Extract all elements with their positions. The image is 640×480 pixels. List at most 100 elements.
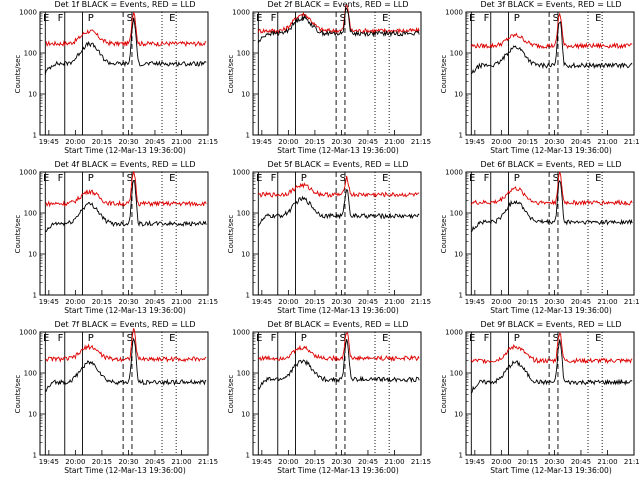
panel-plot: 1 10 100 1000 19:45 20:00 20:15 20:30 20:45 21:00… <box>232 169 431 307</box>
plot-frame <box>39 331 209 456</box>
x-tick-label: 20:00 <box>65 458 85 466</box>
y-tick-label: 100 <box>450 50 463 58</box>
detector-panel: 1 10 100 1000 19:45 20:00 20:15 20:30 20:45 21:00… <box>426 320 640 480</box>
y-tick-label: 1 <box>459 452 463 460</box>
x-tick-label: 20:15 <box>92 458 112 466</box>
events-series-line <box>470 339 633 394</box>
lld-series-line <box>257 3 420 35</box>
interval-marker: P <box>514 333 520 344</box>
y-tick-label: 1 <box>246 292 250 300</box>
y-tick-label: 1 <box>459 132 463 140</box>
x-tick-label: 20:00 <box>491 458 511 466</box>
x-tick-label: 20:30 <box>544 138 564 146</box>
interval-marker: E <box>256 13 262 24</box>
interval-marker: P <box>301 173 307 184</box>
x-axis-label: Start Time (12-Mar-13 19:36:00) <box>490 146 612 155</box>
events-series-line <box>470 20 633 75</box>
x-tick-label: 20:15 <box>518 458 538 466</box>
x-tick-label: 19:45 <box>39 138 59 146</box>
x-tick-label: 20:30 <box>118 298 138 306</box>
x-tick-label: 21:00 <box>597 458 617 466</box>
y-tick-label: 1000 <box>19 329 37 337</box>
events-series-line <box>470 180 633 233</box>
x-tick-label: 21:15 <box>198 458 218 466</box>
interval-marker: E <box>469 173 475 184</box>
y-tick-label: 1 <box>33 452 37 460</box>
interval-marker: P <box>514 173 520 184</box>
detector-panel: 1 10 100 1000 19:45 20:00 20:15 20:30 20:45 21:00… <box>213 320 431 480</box>
y-tick-label: 100 <box>450 210 463 218</box>
lld-series-line <box>45 171 207 208</box>
y-tick-label: 100 <box>24 370 37 378</box>
panel-title: Det 3f BLACK = Events, RED = LLD <box>480 0 622 9</box>
panel-title: Det 9f BLACK = Events, RED = LLD <box>480 320 622 329</box>
x-tick-label: 20:00 <box>65 298 85 306</box>
x-tick-label: 20:00 <box>278 458 298 466</box>
lld-series-line <box>45 11 207 48</box>
interval-marker: E <box>595 333 601 344</box>
x-tick-label: 20:15 <box>305 138 325 146</box>
interval-marker: E <box>382 173 388 184</box>
y-tick-label: 1000 <box>232 9 250 17</box>
y-axis-label: Counts/sec <box>227 374 235 414</box>
lld-series-line <box>45 328 207 363</box>
x-tick-label: 20:30 <box>544 458 564 466</box>
detector-panel: 1 10 100 1000 19:45 20:00 20:15 20:30 20:45 21:00… <box>426 160 640 320</box>
interval-marker: E <box>469 333 475 344</box>
x-tick-label: 20:30 <box>331 458 351 466</box>
interval-marker: F <box>58 13 64 24</box>
y-tick-label: 10 <box>28 411 37 419</box>
x-tick-label: 21:00 <box>384 138 404 146</box>
x-tick-label: 20:45 <box>571 138 591 146</box>
x-tick-label: 20:30 <box>331 298 351 306</box>
panel-plot: 1 10 100 1000 19:45 20:00 20:15 20:30 20:45 21:00… <box>232 329 431 467</box>
x-tick-label: 21:15 <box>624 458 640 466</box>
y-axis-label: Counts/sec <box>227 54 235 94</box>
y-axis-label: Counts/sec <box>14 374 22 414</box>
interval-marker: E <box>595 13 601 24</box>
x-tick-label: 20:15 <box>92 298 112 306</box>
y-tick-label: 1 <box>246 452 250 460</box>
y-tick-label: 100 <box>237 370 250 378</box>
x-tick-label: 20:45 <box>145 138 165 146</box>
x-tick-label: 20:00 <box>278 138 298 146</box>
interval-marker: P <box>301 333 307 344</box>
x-tick-label: 21:00 <box>597 298 617 306</box>
interval-marker: F <box>58 173 64 184</box>
x-tick-label: 20:15 <box>518 138 538 146</box>
interval-marker: F <box>271 13 277 24</box>
y-tick-label: 100 <box>237 50 250 58</box>
x-tick-label: 20:45 <box>358 138 378 146</box>
y-axis-label: Counts/sec <box>440 374 448 414</box>
plot-frame <box>39 11 209 136</box>
panel-plot: 1 10 100 1000 19:45 20:00 20:15 20:30 20:45 21:00… <box>445 9 640 147</box>
interval-marker: E <box>256 173 262 184</box>
x-tick-label: 20:45 <box>571 458 591 466</box>
panel-plot: 1 10 100 1000 19:45 20:00 20:15 20:30 20:45 21:00… <box>19 169 218 307</box>
panel-plot: 1 10 100 1000 19:45 20:00 20:15 20:30 20:45 21:00… <box>19 9 218 147</box>
interval-marker: S <box>340 173 346 184</box>
interval-marker: S <box>127 333 133 344</box>
panel-plot: 1 10 100 1000 19:45 20:00 20:15 20:30 20:45 21:00… <box>232 3 431 146</box>
y-tick-label: 10 <box>28 251 37 259</box>
events-series-line <box>257 188 420 227</box>
x-tick-label: 21:15 <box>411 458 431 466</box>
plot-frame <box>252 171 422 296</box>
panel-title: Det 6f BLACK = Events, RED = LLD <box>480 160 622 169</box>
x-tick-label: 21:15 <box>624 138 640 146</box>
y-tick-label: 1 <box>33 292 37 300</box>
x-tick-label: 20:30 <box>331 138 351 146</box>
y-tick-label: 1 <box>33 132 37 140</box>
panel-title: Det 5f BLACK = Events, RED = LLD <box>267 160 409 169</box>
events-series-line <box>45 179 207 233</box>
detector-panel: 1 10 100 1000 19:45 20:00 20:15 20:30 20:45 21:00… <box>213 0 431 160</box>
y-axis-label: Counts/sec <box>440 214 448 254</box>
x-tick-label: 21:15 <box>624 298 640 306</box>
interval-marker: E <box>43 13 49 24</box>
events-series-line <box>44 17 207 75</box>
y-tick-label: 1000 <box>445 329 463 337</box>
y-axis-label: Counts/sec <box>440 54 448 94</box>
detector-panel: 1 10 100 1000 19:45 20:00 20:15 20:30 20:45 21:00… <box>213 160 431 320</box>
x-tick-label: 20:15 <box>305 298 325 306</box>
y-tick-label: 10 <box>454 91 463 99</box>
